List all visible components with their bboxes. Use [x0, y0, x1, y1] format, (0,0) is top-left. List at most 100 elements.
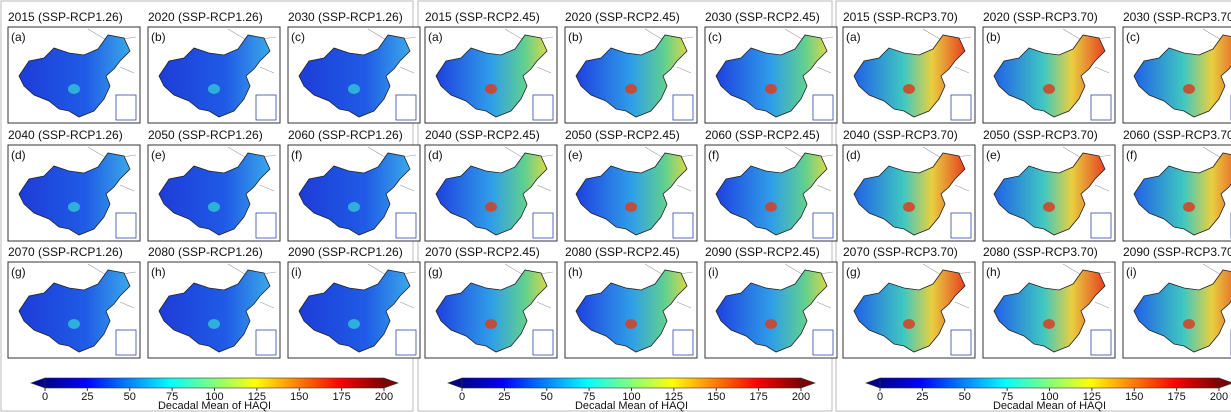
map-label: (g)	[846, 265, 861, 279]
map-label: (e)	[986, 148, 1001, 162]
inset-map	[255, 212, 277, 239]
china-map	[715, 152, 828, 236]
basin-hotspot	[348, 319, 360, 329]
colorbar-tick-label: 200	[792, 391, 810, 403]
colorbar-tick-label: 0	[459, 391, 465, 403]
colorbar-tick-label: 0	[877, 391, 883, 403]
map-title: 2040 (SSP-RCP1.26)	[8, 128, 123, 142]
map-label: (e)	[568, 148, 583, 162]
colorbar-tick-label: 125	[248, 391, 266, 403]
inset-map	[115, 212, 137, 239]
colorbar-label: Decadal Mean of HAQI	[158, 400, 271, 412]
colorbar	[461, 377, 802, 389]
inset-map	[812, 212, 834, 239]
china-map	[993, 152, 1106, 236]
inset-map	[950, 94, 972, 121]
colorbar-tick-label: 125	[1083, 391, 1101, 403]
map-title: 2080 (SSP-RCP1.26)	[148, 245, 263, 259]
map-label: (a)	[11, 30, 26, 44]
colorbar-tick-label: 100	[622, 391, 640, 403]
inset-map	[812, 94, 834, 121]
china-map	[298, 152, 411, 236]
map-title: 2090 (SSP-RCP1.26)	[288, 245, 403, 259]
basin-hotspot	[903, 319, 915, 329]
colorbar-extend-low	[447, 377, 463, 389]
basin-hotspot	[68, 319, 80, 329]
map-title: 2015 (SSP-RCP1.26)	[8, 10, 123, 24]
map-label: (f)	[291, 148, 302, 162]
basin-hotspot	[625, 319, 637, 329]
map-label: (h)	[568, 265, 583, 279]
colorbar-tick-label: 100	[205, 391, 223, 403]
map-label: (f)	[1126, 148, 1137, 162]
colorbar-tick-label: 25	[916, 391, 928, 403]
map-title: 2060 (SSP-RCP2.45)	[705, 128, 820, 142]
basin-hotspot	[1183, 202, 1195, 212]
china-map	[435, 152, 548, 236]
map-label: (g)	[11, 265, 26, 279]
basin-hotspot	[765, 84, 777, 94]
basin-hotspot	[903, 202, 915, 212]
map-title: 2050 (SSP-RCP2.45)	[565, 128, 680, 142]
inset-map	[395, 329, 417, 356]
inset-map	[1090, 329, 1112, 356]
map-title: 2020 (SSP-RCP3.70)	[983, 10, 1098, 24]
china-map	[853, 152, 966, 236]
map-title: 2020 (SSP-RCP2.45)	[565, 10, 680, 24]
map-title: 2015 (SSP-RCP3.70)	[843, 10, 958, 24]
colorbar-tick-label: 50	[124, 391, 136, 403]
colorbar-tick-label: 150	[290, 391, 308, 403]
basin-hotspot	[1043, 84, 1055, 94]
china-map	[18, 152, 131, 236]
basin-hotspot	[485, 84, 497, 94]
basin-hotspot	[1043, 202, 1055, 212]
basin-hotspot	[765, 202, 777, 212]
basin-hotspot	[208, 202, 220, 212]
colorbar-tick-label: 175	[749, 391, 767, 403]
map-title: 2080 (SSP-RCP3.70)	[983, 245, 1098, 259]
basin-hotspot	[208, 84, 220, 94]
china-map	[853, 269, 966, 353]
map-title: 2070 (SSP-RCP3.70)	[843, 245, 958, 259]
map-label: (f)	[708, 148, 719, 162]
map-label: (h)	[151, 265, 166, 279]
basin-hotspot	[903, 84, 915, 94]
map-title: 2050 (SSP-RCP3.70)	[983, 128, 1098, 142]
colorbar-label: Decadal Mean of HAQI	[575, 400, 688, 412]
inset-map	[950, 329, 972, 356]
china-map	[158, 269, 271, 353]
basin-hotspot	[208, 319, 220, 329]
china-map	[715, 269, 828, 353]
map-title: 2070 (SSP-RCP2.45)	[425, 245, 540, 259]
china-map	[435, 34, 548, 118]
basin-hotspot	[1183, 319, 1195, 329]
basin-hotspot	[1043, 319, 1055, 329]
colorbar-tick-label: 50	[959, 391, 971, 403]
china-map	[158, 34, 271, 118]
china-map	[18, 269, 131, 353]
china-map	[575, 34, 688, 118]
map-label: (c)	[291, 30, 305, 44]
china-map	[575, 152, 688, 236]
inset-map	[255, 94, 277, 121]
colorbar	[879, 377, 1220, 389]
inset-map	[950, 212, 972, 239]
basin-hotspot	[625, 84, 637, 94]
colorbar-tick-label: 75	[166, 391, 178, 403]
map-label: (i)	[708, 265, 719, 279]
basin-hotspot	[348, 84, 360, 94]
colorbar-tick-label: 150	[1125, 391, 1143, 403]
map-title: 2090 (SSP-RCP3.70)	[1123, 245, 1231, 259]
inset-map	[532, 329, 554, 356]
colorbar-tick-label: 0	[42, 391, 48, 403]
inset-map	[255, 329, 277, 356]
colorbar-tick-label: 175	[1167, 391, 1185, 403]
colorbar-tick-label: 75	[1001, 391, 1013, 403]
map-title: 2040 (SSP-RCP2.45)	[425, 128, 540, 142]
basin-hotspot	[68, 202, 80, 212]
basin-hotspot	[348, 202, 360, 212]
china-map	[1133, 269, 1231, 353]
map-label: (d)	[428, 148, 443, 162]
colorbar-tick-label: 50	[541, 391, 553, 403]
colorbar	[44, 377, 385, 389]
